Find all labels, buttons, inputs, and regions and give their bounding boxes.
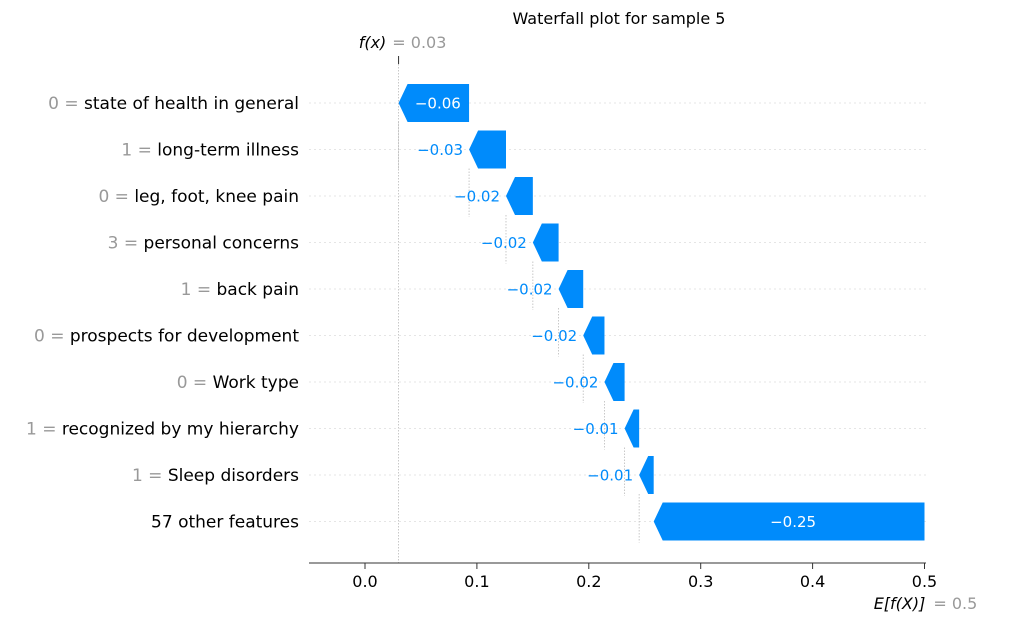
- bar-6: [604, 363, 625, 401]
- bar-0: [398, 84, 470, 122]
- chart-title: Waterfall plot for sample 5: [513, 9, 726, 28]
- bar-3: [532, 223, 559, 262]
- bar-4: [558, 270, 584, 308]
- feature-value: 1 =: [26, 420, 62, 440]
- feature-name: 57 other features: [151, 513, 299, 533]
- feature-name: Sleep disorders: [168, 466, 299, 486]
- feature-label: 0 = state of health in general: [48, 94, 299, 114]
- bar-value-label: −0.06: [415, 95, 461, 113]
- bar-value-label: −0.02: [507, 281, 553, 299]
- fx-marker: f(x) = 0.03: [359, 33, 447, 563]
- feature-value: 1 =: [181, 280, 217, 300]
- row-gridlines: [309, 102, 926, 522]
- x-tick-label: 0.2: [576, 572, 601, 591]
- feature-name: leg, foot, knee pain: [134, 187, 299, 207]
- feature-name: Work type: [213, 373, 299, 393]
- x-tick-label: 0.1: [464, 572, 489, 591]
- feature-label: 1 = long-term illness: [121, 141, 299, 161]
- feature-name: back pain: [216, 280, 299, 300]
- feature-label: 0 = prospects for development: [34, 327, 299, 347]
- bar-value-label: −0.02: [531, 327, 577, 345]
- bars: −0.06 −0.03 −0.02 −0.02 −0.02 −0.02 −0.02 −0.01…: [398, 84, 925, 541]
- feature-name: recognized by my hierarchy: [62, 420, 299, 440]
- feature-value: 0 =: [98, 187, 134, 207]
- feature-label: 57 other features: [151, 513, 299, 533]
- feature-name: prospects for development: [70, 327, 299, 347]
- bar-value-label: −0.02: [454, 188, 500, 206]
- fx-label-value: = 0.03: [392, 33, 446, 52]
- x-axis: 0.0 0.1 0.2 0.3 0.4 0.5 E[f(X)] = 0.5: [309, 562, 978, 613]
- bar-value-label: −0.25: [770, 513, 816, 531]
- feature-value: 3 =: [108, 234, 144, 254]
- x-tick-label: 0.3: [688, 572, 713, 591]
- bar-connectors: [398, 122, 640, 543]
- bar-8: [639, 456, 654, 494]
- bar-value-label: −0.02: [481, 234, 527, 252]
- bar-value-label: −0.02: [552, 374, 598, 392]
- feature-label: 0 = leg, foot, knee pain: [98, 187, 299, 207]
- bar-value-label: −0.01: [573, 420, 619, 438]
- feature-value: 0 =: [34, 327, 70, 347]
- x-tick-label: 0.5: [912, 572, 937, 591]
- x-tick-label: 0.0: [352, 572, 377, 591]
- feature-value: 1 =: [132, 466, 168, 486]
- fx-label: f(x) = 0.03: [359, 33, 447, 52]
- feature-name: long-term illness: [157, 141, 299, 161]
- feature-value: 0 =: [177, 373, 213, 393]
- efx-label-name: E[f(X)]: [874, 594, 926, 613]
- feature-name: state of health in general: [84, 94, 299, 114]
- bar-7: [624, 409, 640, 448]
- feature-labels: 0 = state of health in general 1 = long-t…: [26, 94, 299, 533]
- x-tick-label: 0.4: [800, 572, 825, 591]
- feature-name: personal concerns: [144, 234, 300, 254]
- efx-label: E[f(X)] = 0.5: [874, 594, 978, 613]
- bar-2: [505, 177, 533, 215]
- bar-value-label: −0.01: [587, 467, 633, 485]
- feature-label: 1 = recognized by my hierarchy: [26, 420, 299, 440]
- bar-1: [469, 130, 506, 169]
- feature-label: 0 = Work type: [177, 373, 299, 393]
- feature-label: 1 = back pain: [181, 280, 299, 300]
- feature-value: 1 =: [121, 141, 157, 161]
- efx-label-value: = 0.5: [933, 594, 977, 613]
- feature-label: 3 = personal concerns: [108, 234, 299, 254]
- fx-label-name: f(x): [359, 33, 387, 52]
- bar-5: [583, 316, 605, 355]
- bar-9: [653, 502, 925, 541]
- feature-label: 1 = Sleep disorders: [132, 466, 299, 486]
- bar-value-label: −0.03: [417, 141, 463, 159]
- feature-value: 0 =: [48, 94, 84, 114]
